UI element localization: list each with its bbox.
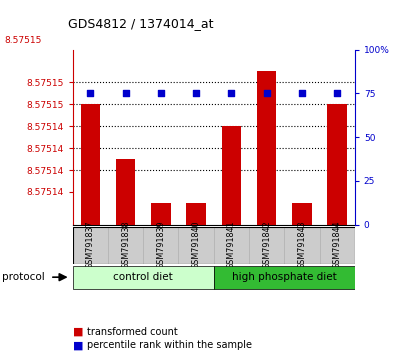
Point <box>193 91 200 96</box>
Bar <box>292 203 312 225</box>
Text: high phosphate diet: high phosphate diet <box>232 272 337 282</box>
Bar <box>249 227 284 264</box>
Text: ■: ■ <box>73 327 83 337</box>
Bar <box>327 104 347 225</box>
Point <box>87 91 94 96</box>
Text: GSM791844: GSM791844 <box>333 221 342 269</box>
Text: GSM791842: GSM791842 <box>262 221 271 269</box>
Bar <box>73 227 108 264</box>
Text: GSM791843: GSM791843 <box>298 221 306 269</box>
Bar <box>151 203 171 225</box>
Text: GDS4812 / 1374014_at: GDS4812 / 1374014_at <box>68 17 214 30</box>
Point <box>299 91 305 96</box>
Text: control diet: control diet <box>113 272 173 282</box>
Bar <box>214 266 355 289</box>
Text: protocol: protocol <box>2 272 45 282</box>
Point <box>334 91 341 96</box>
Text: GSM791837: GSM791837 <box>86 221 95 269</box>
Bar <box>257 72 276 225</box>
Point <box>157 91 164 96</box>
Bar <box>214 227 249 264</box>
Bar <box>73 266 214 289</box>
Bar <box>116 159 135 225</box>
Text: GSM791838: GSM791838 <box>121 221 130 269</box>
Bar <box>108 227 143 264</box>
Point <box>264 91 270 96</box>
Bar <box>143 227 178 264</box>
Bar <box>320 227 355 264</box>
Point <box>228 91 235 96</box>
Text: GSM791841: GSM791841 <box>227 221 236 269</box>
Bar <box>186 203 206 225</box>
Text: transformed count: transformed count <box>87 327 178 337</box>
Text: GSM791839: GSM791839 <box>156 221 165 269</box>
Bar <box>178 227 214 264</box>
Point <box>122 91 129 96</box>
Text: 8.57515: 8.57515 <box>4 36 42 45</box>
Text: ■: ■ <box>73 340 83 350</box>
Text: percentile rank within the sample: percentile rank within the sample <box>87 340 252 350</box>
Text: GSM791840: GSM791840 <box>192 221 200 269</box>
Bar <box>222 126 241 225</box>
Bar <box>81 104 100 225</box>
Bar <box>284 227 320 264</box>
